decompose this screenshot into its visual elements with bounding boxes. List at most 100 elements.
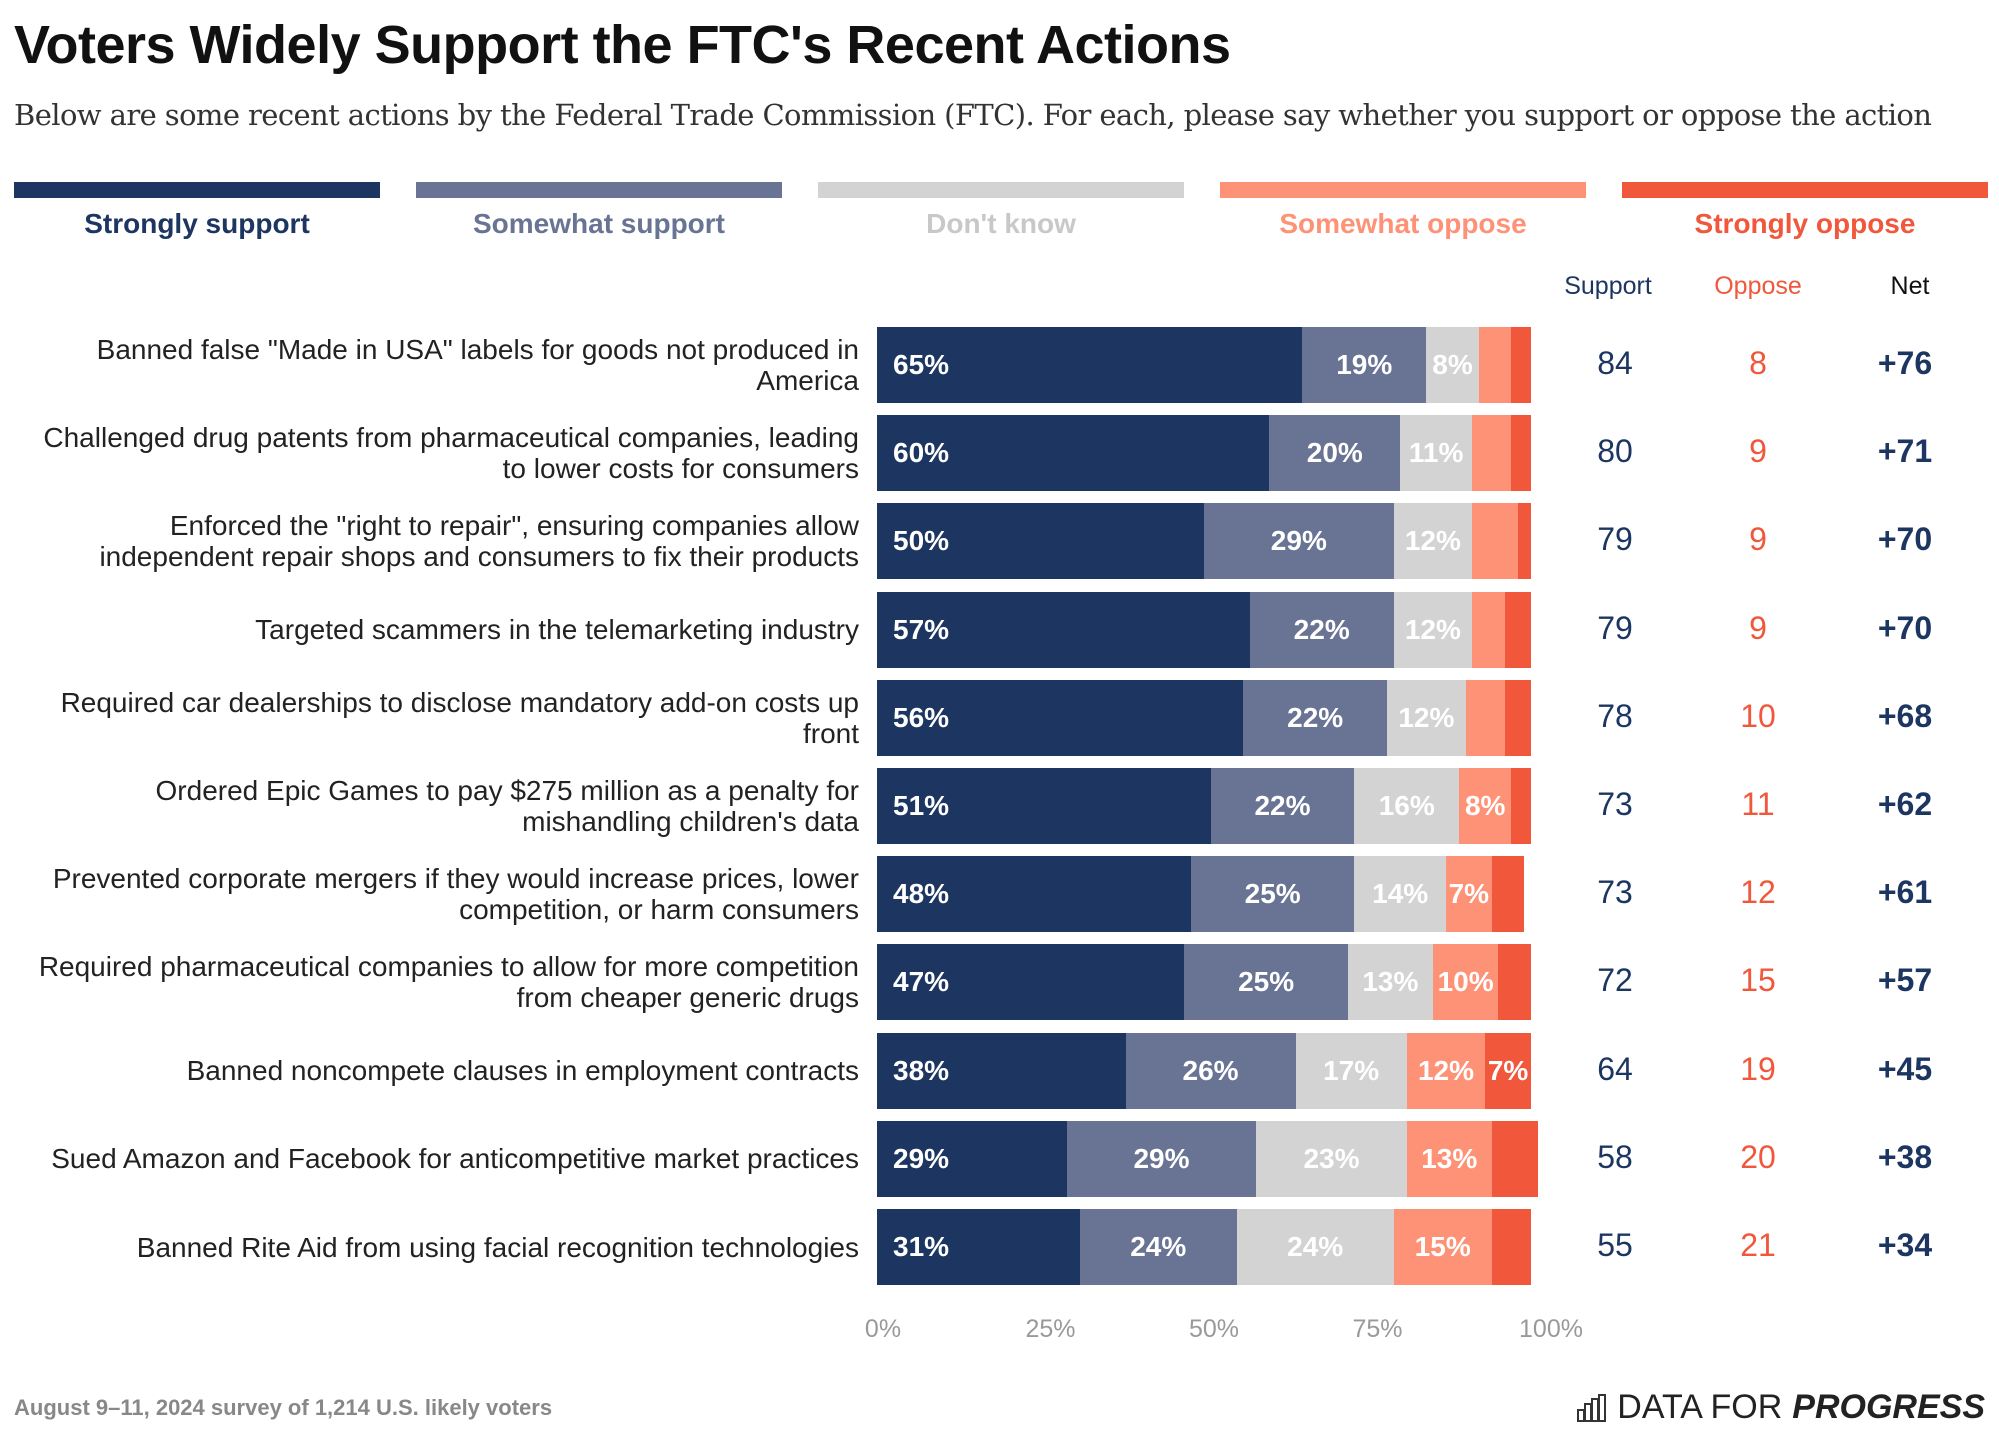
value-support: 80 bbox=[1597, 433, 1633, 470]
bar-value-label: 48% bbox=[893, 878, 950, 910]
legend-label: Strongly support bbox=[84, 208, 310, 239]
bar-segment: 11% bbox=[1400, 415, 1473, 492]
legend-item: Somewhat support bbox=[416, 182, 782, 240]
bar-segment bbox=[1511, 327, 1531, 403]
bar-segment: 47% bbox=[877, 944, 1185, 1021]
bar-segment: 25% bbox=[1190, 856, 1355, 933]
legend-swatch bbox=[1622, 182, 1988, 198]
chart-subtitle: Below are some recent actions by the Fed… bbox=[14, 98, 1932, 132]
bar-segment bbox=[1491, 1120, 1538, 1197]
value-support: 79 bbox=[1597, 609, 1633, 646]
bar-segment: 57% bbox=[877, 591, 1250, 668]
bar-value-label: 38% bbox=[893, 1054, 950, 1086]
bar-value-label: 29% bbox=[893, 1142, 950, 1174]
bar-segment bbox=[1511, 415, 1531, 492]
value-oppose: 9 bbox=[1749, 433, 1767, 470]
bar-segment: 10% bbox=[1432, 944, 1499, 1021]
x-tick-label: 25% bbox=[1025, 1315, 1076, 1343]
bar-value-label: 11% bbox=[1408, 437, 1464, 469]
value-oppose: 20 bbox=[1740, 1138, 1776, 1175]
col-header-oppose: Oppose bbox=[1714, 272, 1802, 300]
value-support: 78 bbox=[1597, 697, 1633, 734]
bar-segment: 7% bbox=[1485, 1032, 1531, 1109]
bar-value-label: 22% bbox=[1287, 701, 1344, 733]
value-net: +38 bbox=[1877, 1138, 1933, 1175]
col-header-net: Net bbox=[1890, 272, 1930, 300]
x-tick-label: 75% bbox=[1352, 1315, 1403, 1343]
bar-value-label: 12% bbox=[1398, 701, 1455, 733]
value-support: 55 bbox=[1597, 1227, 1633, 1263]
legend-item: Don't know bbox=[818, 182, 1184, 240]
legend-label: Somewhat support bbox=[472, 208, 725, 239]
legend-swatch bbox=[416, 182, 782, 198]
bar-segment: 12% bbox=[1406, 1032, 1486, 1109]
value-support: 64 bbox=[1597, 1050, 1633, 1087]
value-net: +68 bbox=[1877, 697, 1933, 734]
legend-label: Somewhat oppose bbox=[1279, 208, 1527, 239]
bar-segment bbox=[1472, 503, 1518, 580]
bar-segment: 51% bbox=[877, 768, 1211, 844]
bar-segment: 29% bbox=[877, 1120, 1067, 1197]
bar-segment: 23% bbox=[1256, 1120, 1407, 1197]
bar-value-label: 51% bbox=[893, 790, 950, 821]
value-oppose: 9 bbox=[1749, 609, 1767, 646]
bar-segment: 48% bbox=[877, 856, 1191, 933]
bar-value-label: 8% bbox=[1464, 790, 1506, 821]
value-net: +57 bbox=[1877, 962, 1933, 999]
bar-value-label: 47% bbox=[893, 966, 950, 998]
bar-value-label: 20% bbox=[1306, 437, 1363, 469]
value-support: 73 bbox=[1597, 786, 1633, 822]
bar-value-label: 24% bbox=[1130, 1231, 1187, 1262]
value-support: 79 bbox=[1597, 521, 1633, 558]
footer-source: August 9–11, 2024 survey of 1,214 U.S. l… bbox=[14, 1395, 553, 1420]
legend-label: Strongly oppose bbox=[1694, 208, 1916, 239]
bar-value-label: 57% bbox=[893, 613, 950, 645]
bar-value-label: 16% bbox=[1378, 790, 1435, 821]
value-oppose: 19 bbox=[1740, 1050, 1776, 1087]
bar-value-label: 7% bbox=[1487, 1054, 1529, 1086]
bar-segment: 19% bbox=[1302, 327, 1427, 403]
bar-value-label: 24% bbox=[1287, 1231, 1344, 1262]
bar-value-label: 23% bbox=[1303, 1142, 1360, 1174]
bar-value-label: 15% bbox=[1414, 1231, 1471, 1262]
bar-segment bbox=[1504, 591, 1531, 668]
logo-text-light: DATA FOR bbox=[1617, 1388, 1783, 1426]
x-tick-label: 0% bbox=[864, 1315, 902, 1343]
bar-value-label: 12% bbox=[1404, 613, 1461, 645]
bar-segment: 17% bbox=[1295, 1032, 1407, 1109]
value-net: +62 bbox=[1877, 786, 1933, 822]
x-tick-label: 50% bbox=[1188, 1315, 1240, 1343]
bar-value-label: 25% bbox=[1238, 966, 1295, 998]
bar-segment: 12% bbox=[1393, 591, 1473, 668]
bar-segment: 50% bbox=[877, 503, 1204, 580]
legend-swatch bbox=[818, 182, 1184, 198]
value-net: +76 bbox=[1877, 345, 1933, 381]
bar-segment: 60% bbox=[877, 415, 1270, 492]
bar-segment: 12% bbox=[1387, 679, 1466, 756]
row-label: Prevented corporate mergers if they woul… bbox=[52, 863, 859, 926]
bar-value-label: 65% bbox=[893, 349, 950, 380]
bar-value-label: 22% bbox=[1254, 790, 1311, 821]
bar-value-label: 56% bbox=[893, 701, 950, 733]
bar-segment: 8% bbox=[1426, 327, 1479, 403]
x-tick-label: 100% bbox=[1519, 1315, 1583, 1343]
row-label: Targeted scammers in the telemarketing i… bbox=[255, 614, 859, 646]
value-support: 58 bbox=[1597, 1138, 1633, 1175]
bar-value-label: 13% bbox=[1362, 966, 1419, 998]
bar-segment bbox=[1511, 768, 1531, 844]
bar-value-label: 60% bbox=[893, 437, 950, 469]
value-net: +61 bbox=[1877, 874, 1933, 911]
bar-segment: 25% bbox=[1184, 944, 1348, 1021]
bar-segment: 38% bbox=[877, 1032, 1126, 1109]
legend-swatch bbox=[14, 182, 380, 198]
bar-segment: 13% bbox=[1347, 944, 1433, 1021]
bar-chart-logo-icon bbox=[1577, 1393, 1607, 1422]
bar-segment: 56% bbox=[877, 679, 1244, 756]
bar-value-label: 13% bbox=[1421, 1142, 1478, 1174]
value-support: 73 bbox=[1597, 874, 1633, 911]
value-support: 72 bbox=[1597, 962, 1633, 999]
bar-segment: 22% bbox=[1249, 591, 1394, 668]
bar-value-label: 12% bbox=[1417, 1054, 1474, 1086]
legend-item: Somewhat oppose bbox=[1220, 182, 1586, 240]
bar-value-label: 7% bbox=[1448, 878, 1490, 910]
